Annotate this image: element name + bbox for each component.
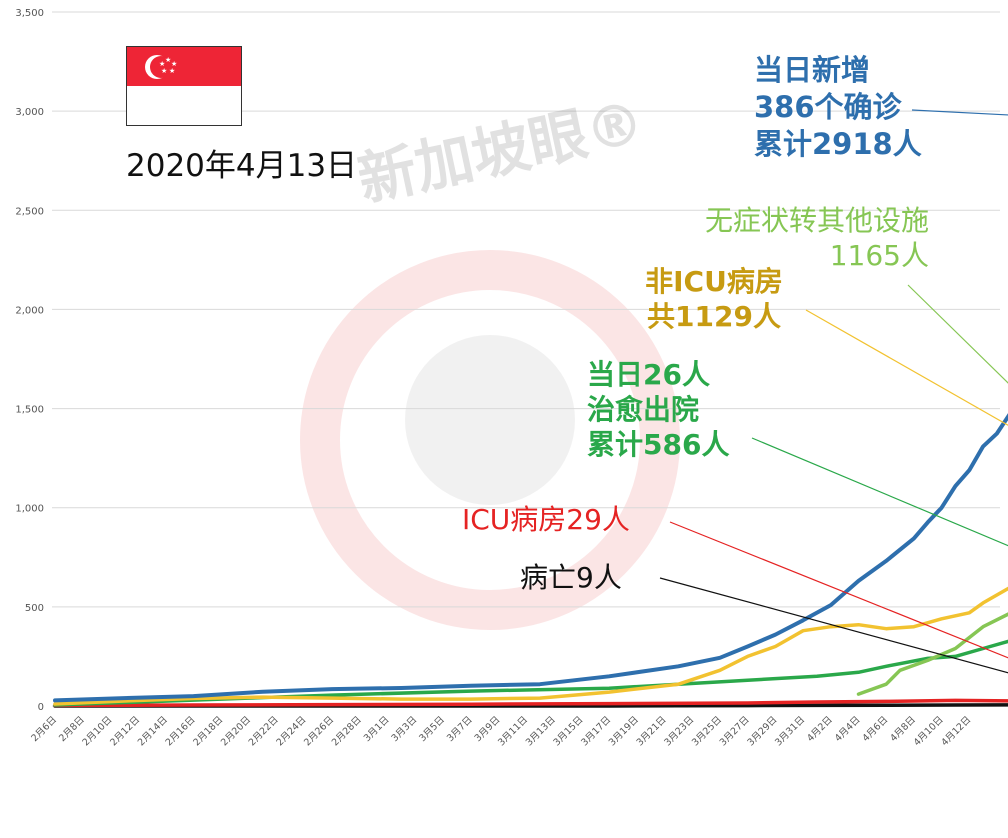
- x-tick-label: 2月14日: [136, 714, 170, 748]
- x-tick-label: 3月3日: [390, 714, 420, 744]
- series-line-discharged: [53, 639, 1008, 707]
- svg-text:★: ★: [159, 60, 165, 68]
- svg-text:★: ★: [165, 56, 171, 64]
- series-line-death: [53, 703, 1008, 708]
- annotation-total: 当日新增 386个确诊 累计2918人: [754, 53, 922, 161]
- x-tick-label: 3月25日: [690, 714, 724, 748]
- annotation-non-icu: 非ICU病房 共1129人: [645, 265, 783, 333]
- x-tick-label: 4月10日: [912, 714, 946, 748]
- svg-text:★: ★: [171, 60, 177, 68]
- x-tick-label: 3月5日: [417, 714, 447, 744]
- y-tick-label: 3,000: [15, 107, 44, 118]
- x-tick-label: 3月17日: [579, 714, 613, 748]
- series-lines: [53, 413, 1008, 708]
- annotation-arrows: [659, 109, 1008, 674]
- x-tick-label: 4月12日: [939, 714, 973, 748]
- y-tick-label: 3,500: [15, 8, 44, 19]
- x-axis-ticks: 2月6日2月8日2月10日2月12日2月14日2月16日2月18日2月20日2月…: [29, 714, 973, 748]
- series-line-total: [53, 413, 1008, 703]
- x-tick-label: 2月10日: [80, 714, 114, 748]
- y-axis-ticks: 0 500 1,000 1,500 2,000 2,500 3,000 3,500: [15, 8, 44, 713]
- x-tick-label: 3月23日: [662, 714, 696, 748]
- x-tick-label: 4月2日: [805, 714, 835, 744]
- arrow-death: [659, 577, 1008, 674]
- x-tick-label: 3月15日: [551, 714, 585, 748]
- x-tick-label: 3月11日: [496, 714, 530, 748]
- singapore-flag-icon: ★ ★ ★ ★ ★: [126, 46, 242, 126]
- x-tick-label: 4月6日: [861, 714, 891, 744]
- x-tick-label: 3月31日: [773, 714, 807, 748]
- annotation-death: 病亡9人: [520, 561, 622, 594]
- x-tick-label: 3月29日: [745, 714, 779, 748]
- x-tick-label: 3月21日: [635, 714, 669, 748]
- x-tick-label: 4月4日: [833, 714, 863, 744]
- annotation-discharged: 当日26人 治愈出院 累计586人: [587, 358, 730, 461]
- x-tick-label: 2月6日: [29, 714, 59, 744]
- x-tick-label: 3月7日: [445, 714, 475, 744]
- series-line-asymptomatic: [856, 612, 1008, 696]
- x-tick-label: 2月24日: [274, 714, 308, 748]
- watermark-logo-center: [405, 335, 575, 505]
- x-tick-label: 3月19日: [607, 714, 641, 748]
- date-label: 2020年4月13日: [126, 148, 358, 184]
- annotation-asymptomatic: 无症状转其他设施 1165人: [704, 204, 929, 272]
- y-tick-label: 1,500: [15, 405, 44, 416]
- x-tick-label: 2月12日: [108, 714, 142, 748]
- y-tick-label: 0: [38, 702, 44, 713]
- svg-text:★: ★: [161, 67, 167, 75]
- arrow-asymptomatic: [907, 284, 1008, 384]
- watermark-logo-ring: [300, 250, 680, 630]
- arrow-icu: [669, 521, 1008, 659]
- arrow-total: [911, 109, 1008, 116]
- x-tick-label: 2月20日: [219, 714, 253, 748]
- series-line-non_icu: [53, 586, 1008, 706]
- x-tick-label: 2月22日: [247, 714, 281, 748]
- series-line-icu: [53, 698, 1008, 708]
- arrow-discharged: [751, 437, 1008, 547]
- y-tick-label: 1,000: [15, 504, 44, 515]
- x-tick-label: 3月1日: [362, 714, 392, 744]
- y-tick-label: 2,500: [15, 206, 44, 217]
- annotation-icu: ICU病房29人: [462, 503, 630, 536]
- x-tick-label: 2月26日: [302, 714, 336, 748]
- x-tick-label: 3月13日: [524, 714, 558, 748]
- y-tick-label: 500: [25, 603, 44, 614]
- arrow-non_icu: [805, 309, 1008, 426]
- x-tick-label: 3月27日: [718, 714, 752, 748]
- svg-text:★: ★: [169, 67, 175, 75]
- x-tick-label: 2月16日: [164, 714, 198, 748]
- x-tick-label: 2月28日: [330, 714, 364, 748]
- y-tick-label: 2,000: [15, 305, 44, 316]
- x-tick-label: 2月18日: [191, 714, 225, 748]
